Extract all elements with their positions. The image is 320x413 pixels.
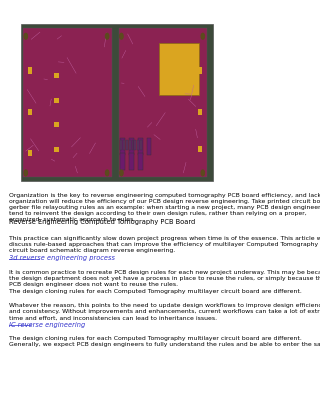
Bar bbox=[28, 109, 32, 116]
Bar bbox=[54, 148, 59, 153]
Bar bbox=[138, 154, 143, 170]
Text: Whatever the reason, this points to the need to update design workflows to impro: Whatever the reason, this points to the … bbox=[9, 302, 320, 320]
Bar bbox=[132, 140, 133, 151]
Text: IC reverse engineering: IC reverse engineering bbox=[9, 321, 86, 327]
Text: This practice can significantly slow down project progress when time is of the e: This practice can significantly slow dow… bbox=[9, 235, 320, 253]
Text: 3d reverse engineering process: 3d reverse engineering process bbox=[9, 255, 116, 261]
Text: It is common practice to recreate PCB design rules for each new project underway: It is common practice to recreate PCB de… bbox=[9, 269, 320, 287]
Bar bbox=[54, 123, 59, 128]
Bar bbox=[137, 140, 139, 151]
Bar bbox=[129, 140, 131, 151]
Bar bbox=[54, 98, 59, 103]
Bar bbox=[28, 151, 32, 157]
Bar bbox=[140, 140, 142, 151]
Circle shape bbox=[24, 34, 28, 40]
Bar bbox=[120, 154, 125, 170]
Bar bbox=[28, 68, 32, 74]
Circle shape bbox=[24, 171, 28, 176]
Bar bbox=[159, 44, 199, 96]
Circle shape bbox=[201, 171, 204, 176]
Circle shape bbox=[201, 34, 204, 40]
Circle shape bbox=[106, 171, 109, 176]
FancyBboxPatch shape bbox=[21, 25, 213, 182]
FancyBboxPatch shape bbox=[23, 29, 112, 178]
Bar bbox=[147, 139, 151, 155]
Text: The design cloning rules for each Computed Tomography multilayer circuit board a: The design cloning rules for each Comput… bbox=[9, 288, 302, 293]
Bar bbox=[129, 154, 134, 170]
Text: The design cloning rules for each Computed Tomography multilayer circuit board a: The design cloning rules for each Comput… bbox=[9, 335, 320, 353]
Bar bbox=[198, 109, 202, 116]
Circle shape bbox=[120, 171, 123, 176]
Bar bbox=[126, 140, 128, 151]
Text: Organization is the key to reverse engineering computed tomography PCB board eff: Organization is the key to reverse engin… bbox=[9, 192, 320, 222]
Text: Reverse Engineering Computed Tomography PCB Board: Reverse Engineering Computed Tomography … bbox=[9, 219, 196, 225]
Bar bbox=[54, 74, 59, 78]
FancyBboxPatch shape bbox=[119, 29, 207, 178]
Bar bbox=[120, 139, 125, 155]
Bar bbox=[198, 147, 202, 153]
Bar bbox=[129, 139, 134, 155]
Bar bbox=[120, 140, 122, 151]
Bar bbox=[134, 140, 136, 151]
Bar bbox=[123, 140, 125, 151]
Circle shape bbox=[106, 34, 109, 40]
Bar bbox=[198, 68, 202, 74]
Circle shape bbox=[120, 34, 123, 40]
Bar bbox=[138, 139, 143, 155]
